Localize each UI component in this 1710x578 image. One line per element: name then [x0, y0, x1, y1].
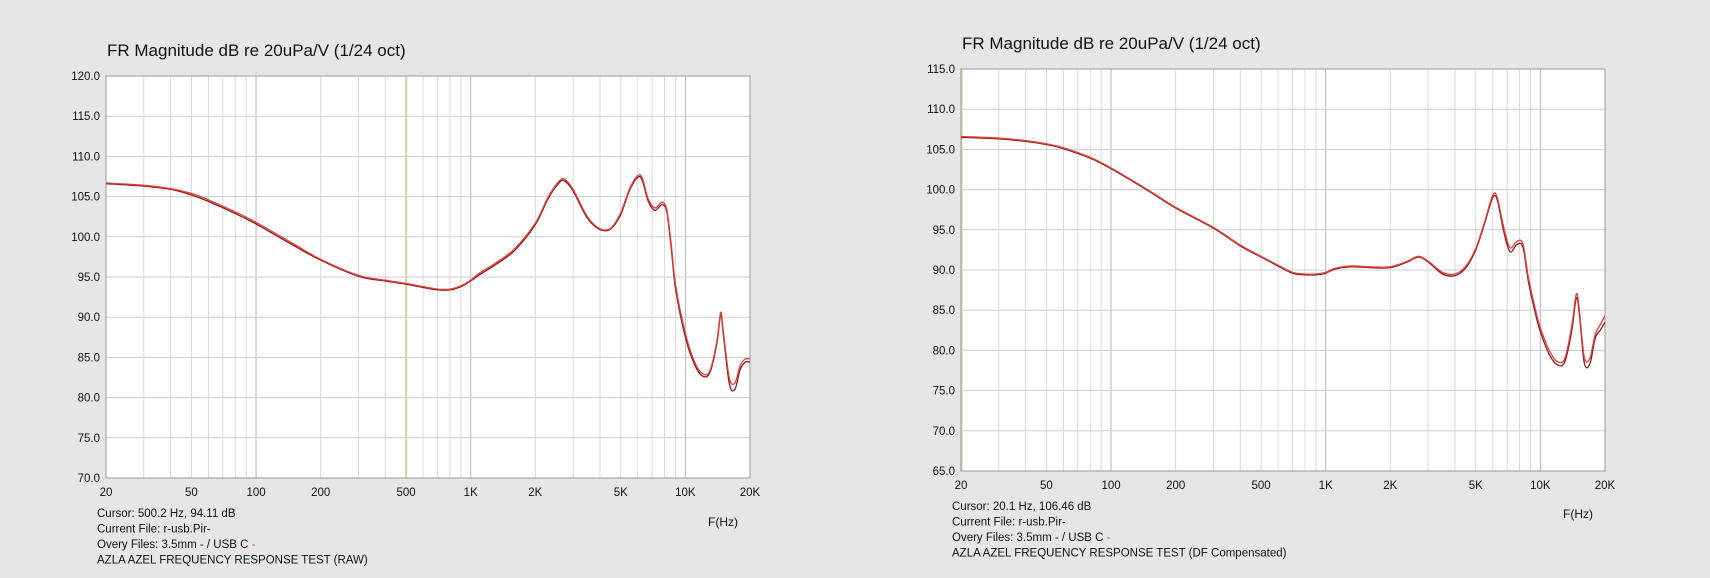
- x-axis-label: F(Hz): [708, 515, 738, 529]
- chart-title: FR Magnitude dB re 20uPa/V (1/24 oct): [962, 34, 1261, 53]
- current-file: Current File: r-usb.Pir-: [952, 517, 1066, 529]
- current-file: Current File: r-usb.Pir-: [97, 524, 211, 536]
- series-line-2: [105, 174, 751, 386]
- y-tick-label: 95.0: [933, 225, 955, 237]
- grid: [105, 75, 751, 479]
- chart-caption: AZLA AZEL FREQUENCY RESPONSE TEST (DF Co…: [952, 548, 1287, 560]
- x-tick-label: 500: [1251, 480, 1270, 492]
- x-tick-label: 20K: [740, 487, 761, 499]
- y-tick-label: 100.0: [71, 232, 100, 244]
- x-tick-label: 20K: [1595, 480, 1616, 492]
- y-tick-label: 85.0: [933, 305, 955, 317]
- x-tick-label: 2K: [528, 487, 542, 499]
- x-tick-label: 500: [396, 487, 415, 499]
- y-tick-label: 120.0: [71, 71, 100, 83]
- x-tick-label: 100: [246, 487, 265, 499]
- x-axis-label: F(Hz): [1563, 507, 1593, 521]
- y-tick-label: 65.0: [933, 466, 955, 478]
- series-line-1: [105, 175, 751, 392]
- y-tick-label: 85.0: [78, 352, 100, 364]
- y-tick-label: 80.0: [78, 393, 100, 405]
- chart-2: FR Magnitude dB re 20uPa/V (1/24 oct) 65.…: [926, 34, 1615, 560]
- cursor-readout: Cursor: 20.1 Hz, 106.46 dB: [952, 501, 1092, 513]
- overlay-files-label: Overy Files: 3.5mm - / USB C: [97, 539, 248, 551]
- y-tick-label: 90.0: [78, 312, 100, 324]
- x-tick-label: 200: [311, 487, 330, 499]
- series-line-2: [960, 135, 1606, 364]
- y-tick-label: 75.0: [78, 433, 100, 445]
- x-tick-label: 200: [1166, 480, 1185, 492]
- x-tick-label: 20: [100, 487, 113, 499]
- y-tick-label: 110.0: [927, 104, 955, 116]
- y-tick-label: 105.0: [926, 144, 955, 156]
- x-tick-label: 1K: [1319, 480, 1333, 492]
- y-tick-label: 80.0: [933, 345, 955, 357]
- x-tick-label: 100: [1101, 480, 1120, 492]
- chart-title: FR Magnitude dB re 20uPa/V (1/24 oct): [107, 41, 406, 60]
- plot-border: [960, 68, 1606, 472]
- x-tick-label: 50: [185, 487, 198, 499]
- overlay-files: Overy Files: 3.5mm - / USB C -: [952, 532, 1111, 544]
- overlay-color-mark: -: [1103, 532, 1110, 544]
- cursor-readout: Cursor: 500.2 Hz, 94.11 dB: [97, 508, 236, 520]
- plot-border: [105, 75, 751, 479]
- x-tick-label: 20: [955, 480, 968, 492]
- y-tick-label: 115.0: [72, 111, 100, 123]
- y-tick-label: 100.0: [926, 185, 955, 197]
- y-tick-label: 115.0: [927, 64, 955, 76]
- y-tick-label: 110.0: [72, 151, 100, 163]
- series-line-1: [960, 136, 1606, 369]
- overlay-color-mark: -: [248, 539, 255, 551]
- overlay-files-label: Overy Files: 3.5mm - / USB C: [952, 532, 1103, 544]
- x-tick-label: 50: [1040, 480, 1053, 492]
- x-tick-label: 1K: [464, 487, 478, 499]
- y-tick-label: 75.0: [933, 386, 955, 398]
- y-tick-label: 90.0: [933, 265, 955, 277]
- chart-caption: AZLA AZEL FREQUENCY RESPONSE TEST (RAW): [97, 555, 368, 567]
- y-tick-label: 70.0: [933, 426, 955, 438]
- x-tick-label: 2K: [1383, 480, 1397, 492]
- y-tick-label: 95.0: [78, 272, 100, 284]
- x-tick-label: 5K: [1469, 480, 1483, 492]
- y-tick-label: 70.0: [78, 473, 100, 485]
- y-tick-label: 105.0: [71, 192, 100, 204]
- chart-1: FR Magnitude dB re 20uPa/V (1/24 oct) 70.…: [71, 41, 760, 567]
- overlay-files: Overy Files: 3.5mm - / USB C -: [97, 539, 256, 551]
- x-tick-label: 10K: [675, 487, 696, 499]
- x-tick-label: 10K: [1530, 480, 1551, 492]
- x-tick-label: 5K: [614, 487, 628, 499]
